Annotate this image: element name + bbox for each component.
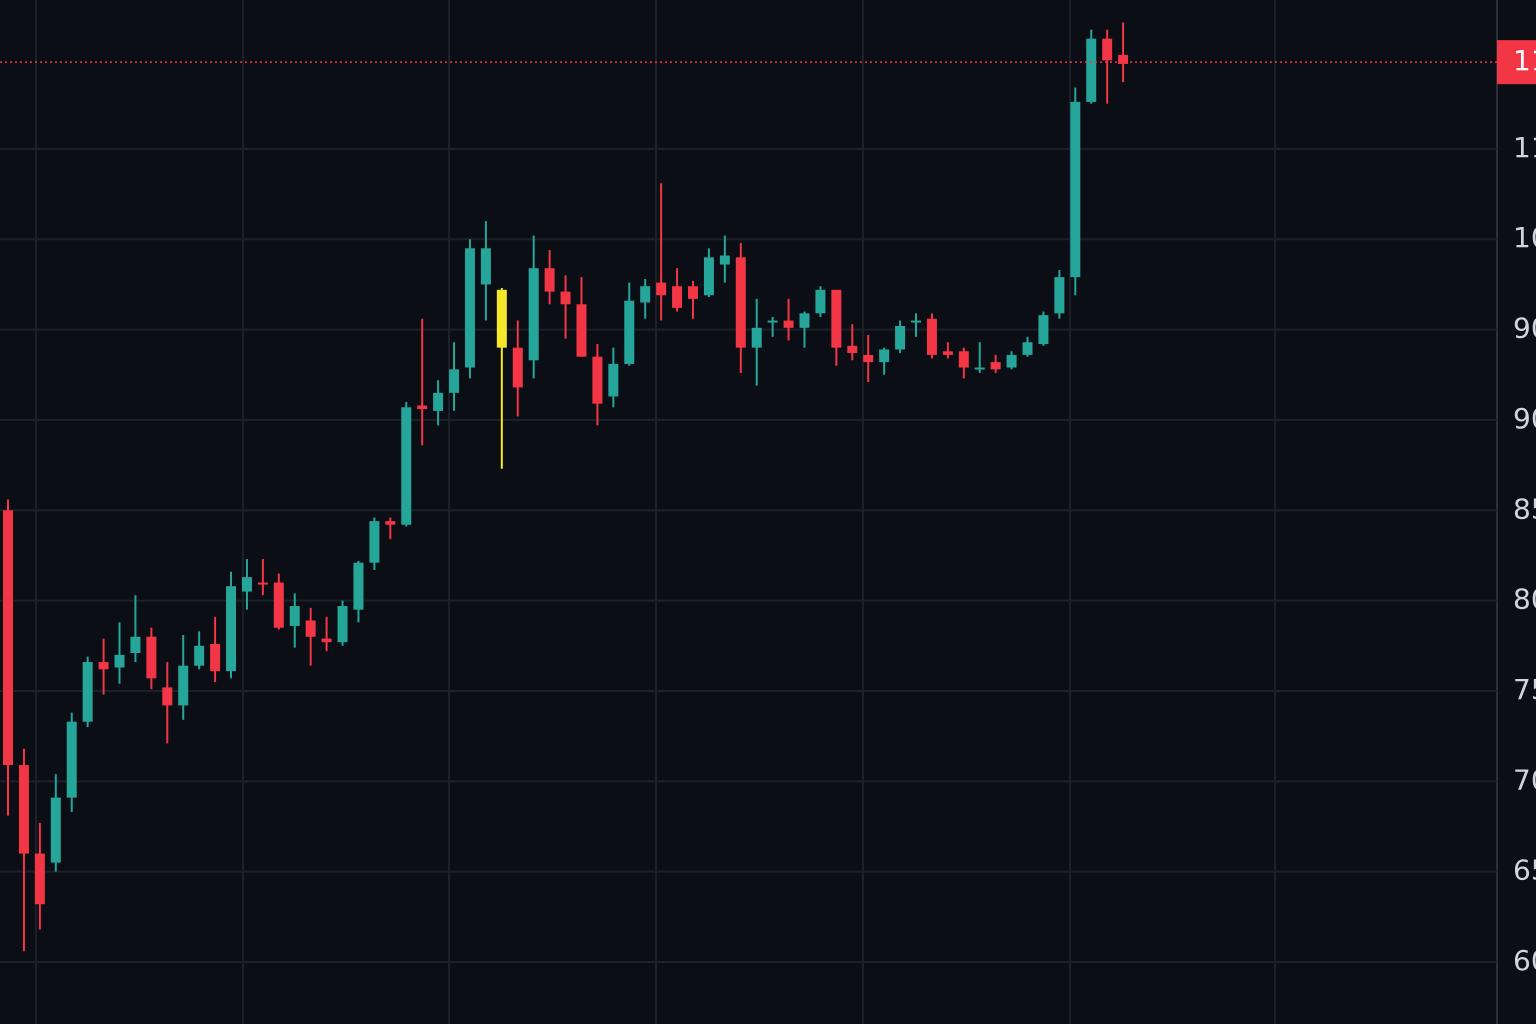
candle-body bbox=[34, 853, 45, 905]
candle-body bbox=[337, 606, 348, 643]
candle-body bbox=[1070, 101, 1081, 278]
candle-body bbox=[656, 282, 667, 296]
candle-body bbox=[911, 320, 922, 323]
candle-body bbox=[608, 363, 619, 397]
price-label: 11 bbox=[1513, 44, 1536, 77]
candle-body bbox=[1102, 38, 1113, 61]
candle-body bbox=[783, 320, 794, 328]
candle-body bbox=[257, 582, 268, 585]
candle-body bbox=[353, 562, 364, 610]
candle-body bbox=[990, 362, 1001, 370]
candle-body bbox=[974, 367, 985, 370]
candle-body bbox=[417, 405, 428, 410]
candle-body bbox=[560, 291, 571, 305]
candle-body bbox=[544, 268, 555, 292]
candle-body bbox=[146, 636, 157, 679]
y-tick-label: 90 bbox=[1513, 312, 1536, 345]
candle-body bbox=[767, 320, 778, 323]
price-label-box bbox=[1497, 40, 1536, 85]
candle-body bbox=[226, 586, 237, 672]
candle-body bbox=[273, 582, 284, 628]
candle-body bbox=[66, 721, 77, 798]
candle-body bbox=[480, 248, 491, 285]
candle-body bbox=[162, 687, 173, 706]
candle-body bbox=[194, 645, 205, 666]
candle-body bbox=[1086, 38, 1097, 102]
y-tick-label: 75 bbox=[1513, 673, 1536, 706]
candle-body bbox=[241, 577, 252, 592]
candle-body bbox=[735, 257, 746, 348]
y-tick-label: 70 bbox=[1513, 763, 1536, 796]
candle-body bbox=[703, 257, 714, 296]
candle-body bbox=[464, 248, 475, 368]
candle-body bbox=[592, 356, 603, 404]
candle-body bbox=[512, 347, 523, 388]
candle-body bbox=[751, 327, 762, 348]
candle-body bbox=[449, 369, 460, 393]
candle-body bbox=[831, 289, 842, 348]
candle-body bbox=[576, 304, 587, 357]
y-tick-label: 80 bbox=[1513, 583, 1536, 616]
candle-body bbox=[640, 286, 651, 303]
candle-body bbox=[847, 345, 858, 354]
candle-body bbox=[958, 351, 969, 368]
candle-body bbox=[130, 636, 141, 654]
candle-body bbox=[1038, 315, 1049, 345]
candle-body bbox=[879, 349, 890, 363]
candle-body bbox=[926, 318, 937, 355]
candle-body bbox=[50, 797, 61, 863]
candle-body bbox=[289, 606, 300, 626]
y-tick-label: 85 bbox=[1513, 492, 1536, 525]
candle-body bbox=[369, 521, 380, 563]
candle-body bbox=[496, 289, 507, 348]
vertical-grid bbox=[35, 0, 1276, 1024]
y-tick-label: 11 bbox=[1513, 131, 1536, 164]
candle-body bbox=[401, 407, 412, 525]
candle-body bbox=[433, 392, 444, 411]
candle-body bbox=[895, 325, 906, 350]
candle-body bbox=[305, 620, 316, 637]
candle-body bbox=[863, 354, 874, 363]
y-tick-label: 10 bbox=[1513, 221, 1536, 254]
candle-body bbox=[528, 268, 539, 361]
candle-body bbox=[210, 643, 221, 672]
candle-body bbox=[3, 510, 13, 766]
y-tick-label: 90 bbox=[1513, 402, 1536, 435]
candle-body bbox=[672, 286, 683, 308]
candle-body bbox=[719, 255, 730, 265]
candle-body bbox=[1022, 342, 1033, 355]
candle-body bbox=[82, 662, 93, 722]
candle-body bbox=[114, 654, 125, 668]
candle-body bbox=[815, 289, 826, 314]
candle-body bbox=[942, 351, 953, 355]
candle-body bbox=[799, 313, 810, 328]
candle-body bbox=[178, 665, 189, 706]
candle-body bbox=[18, 765, 29, 854]
candle-body bbox=[385, 521, 396, 525]
candle-body bbox=[687, 286, 698, 299]
candle-body bbox=[1118, 54, 1129, 64]
candle-body bbox=[1006, 354, 1017, 368]
candle-body bbox=[321, 638, 332, 643]
candle-body bbox=[1054, 277, 1065, 314]
y-tick-label: 65 bbox=[1513, 854, 1536, 887]
candle-body bbox=[624, 300, 635, 364]
candle-body bbox=[98, 662, 109, 670]
y-tick-label: 60 bbox=[1513, 944, 1536, 977]
